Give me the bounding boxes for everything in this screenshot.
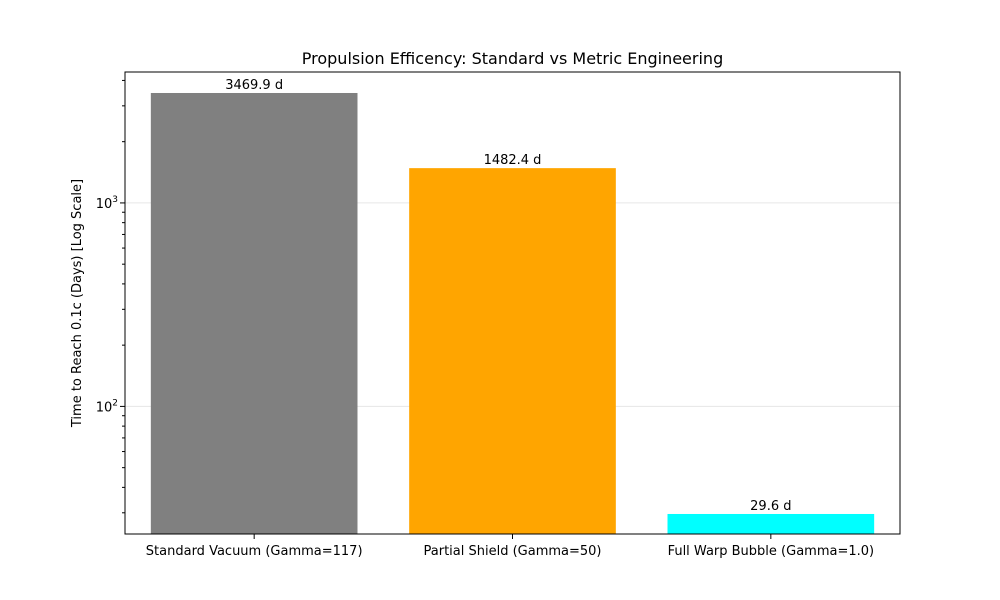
x-tick-label: Standard Vacuum (Gamma=117)	[146, 544, 363, 559]
chart-title: Propulsion Efficency: Standard vs Metric…	[302, 49, 723, 68]
bar	[409, 168, 616, 534]
y-axis-label: Time to Reach 0.1c (Days) [Log Scale]	[70, 179, 85, 428]
bar	[667, 513, 875, 534]
x-tick-label: Full Warp Bubble (Gamma=1.0)	[668, 544, 875, 559]
bar-value-label: 29.6 d	[750, 499, 791, 514]
y-tick-exponent: 2	[112, 398, 118, 408]
x-axis: Standard Vacuum (Gamma=117) Partial Shiel…	[146, 534, 874, 559]
bars-layer	[150, 92, 875, 534]
y-tick-label: 102	[96, 398, 118, 415]
bar-value-label: 1482.4 d	[484, 153, 542, 168]
data-labels-layer: 3469.9 d 1482.4 d 29.6 d	[225, 78, 791, 514]
y-tick-base: 10	[96, 197, 113, 212]
y-tick-exponent: 3	[112, 195, 118, 205]
y-tick-base: 10	[96, 400, 113, 415]
bar	[150, 92, 358, 534]
bar-value-label: 3469.9 d	[225, 78, 283, 93]
x-tick-label: Partial Shield (Gamma=50)	[424, 544, 602, 559]
y-tick-label: 103	[96, 195, 118, 212]
